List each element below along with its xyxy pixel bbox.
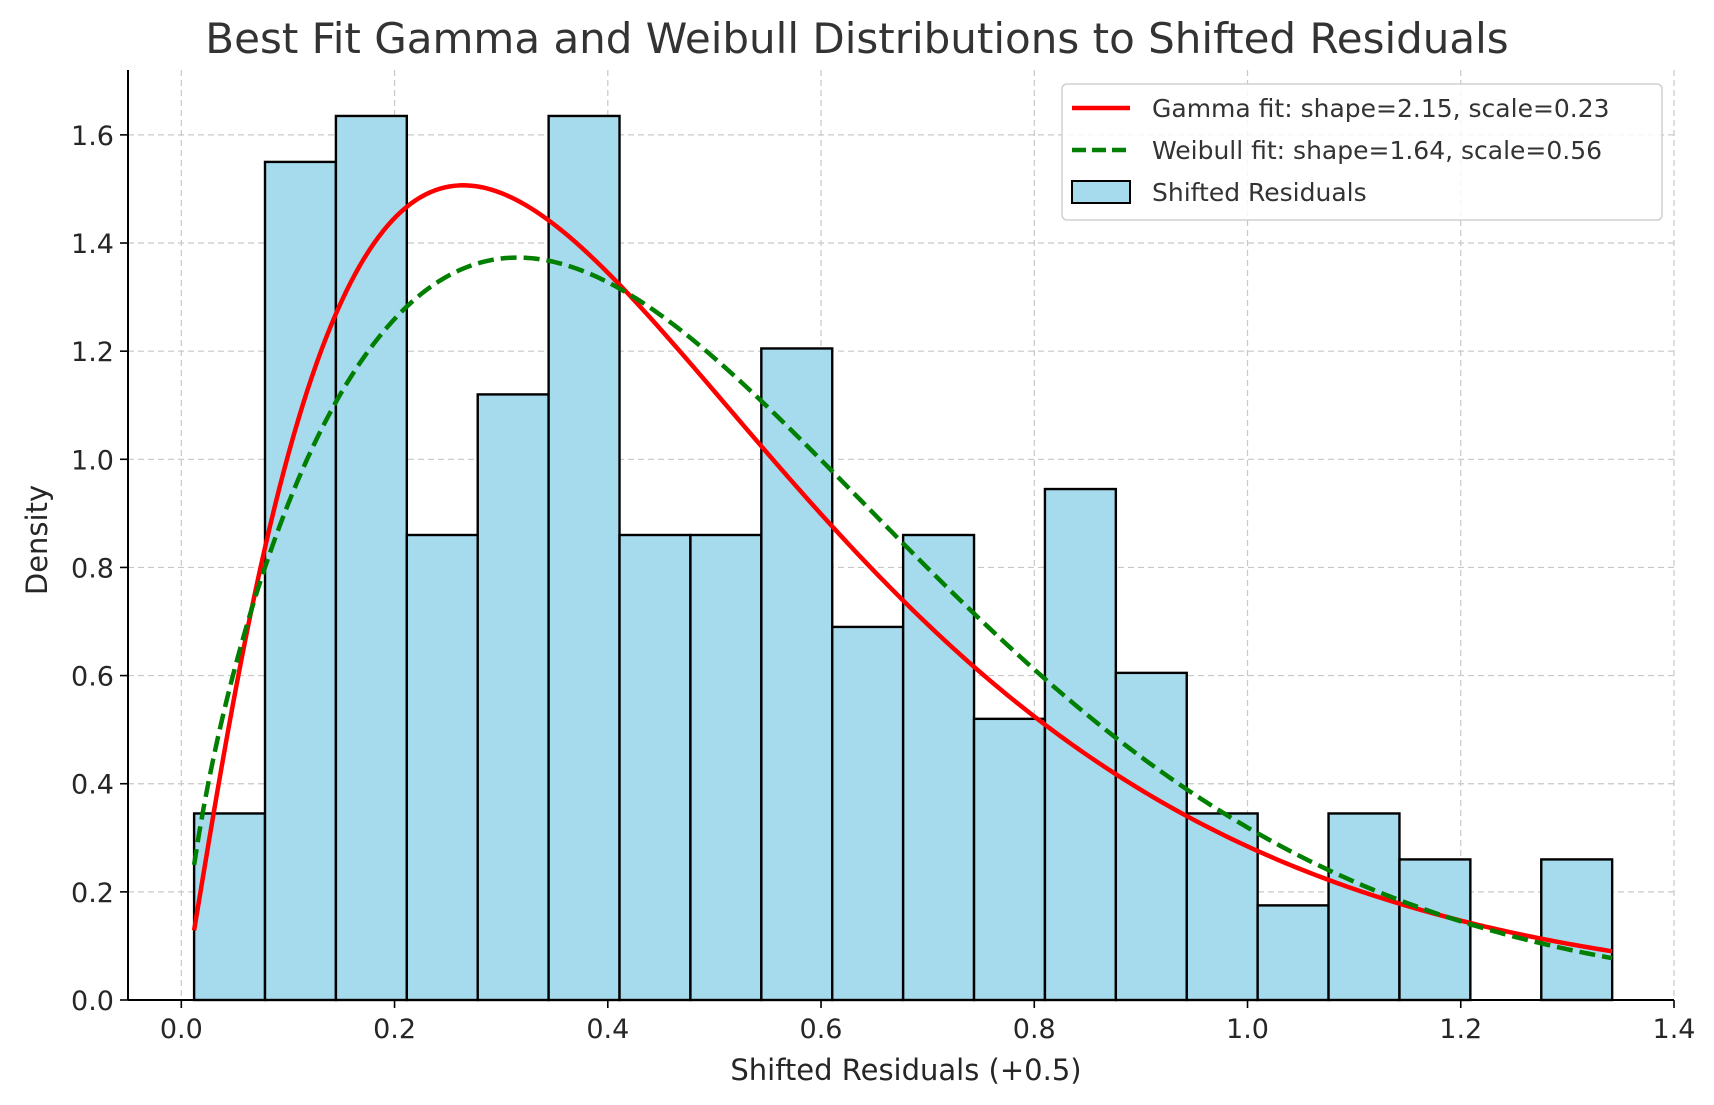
histogram-bars [192, 114, 1614, 1002]
chart-title: Best Fit Gamma and Weibull Distributions… [205, 14, 1508, 63]
weibull-fit-line [191, 255, 1613, 961]
y-tick-label: 0.8 [71, 553, 114, 584]
y-tick-label: 1.2 [71, 337, 114, 368]
histogram-bar [476, 393, 550, 1002]
x-tick-label: 1.4 [1653, 1014, 1696, 1045]
y-tick-label: 0.6 [71, 662, 114, 693]
fit-curves [191, 183, 1613, 961]
histogram-bar [1043, 487, 1118, 1002]
gamma-fit-line [191, 183, 1613, 954]
x-tick-label: 0.2 [373, 1014, 416, 1045]
x-tick-label: 0.0 [160, 1014, 203, 1045]
y-axis-label: Density [20, 485, 54, 595]
legend-box [1061, 83, 1663, 221]
histogram-bar [760, 347, 834, 1002]
legend-label-histogram: Shifted Residuals [1152, 178, 1367, 207]
x-tick-label: 0.8 [1013, 1014, 1056, 1045]
x-tick-label: 0.4 [586, 1014, 629, 1045]
histogram-bar [263, 160, 338, 1002]
histogram-bar [405, 533, 479, 1002]
histogram-bar [689, 533, 763, 1002]
histogram-bar [334, 114, 409, 1002]
x-tick-label: 1.0 [1226, 1014, 1269, 1045]
histogram-bar [618, 533, 692, 1002]
y-tick-label: 1.6 [71, 121, 114, 152]
histogram-bar [901, 533, 976, 1002]
y-tick-label: 1.4 [71, 229, 114, 260]
histogram-bar [1540, 858, 1614, 1002]
x-tick-label: 0.6 [800, 1014, 843, 1045]
legend-swatch-histogram [1071, 180, 1131, 204]
histogram-bar [972, 717, 1047, 1002]
histogram-bar [1327, 812, 1401, 1002]
y-ticks: 0.0 0.2 0.4 0.6 0.8 1.0 1.2 1.4 1.6 [71, 121, 128, 1017]
y-tick-label: 1.0 [71, 445, 114, 476]
histogram-bar [192, 812, 267, 1002]
y-tick-label: 0.4 [71, 770, 114, 801]
x-tick-label: 1.2 [1439, 1014, 1482, 1045]
legend-label-gamma: Gamma fit: shape=2.15, scale=0.23 [1152, 94, 1610, 123]
axes [127, 70, 1674, 1001]
y-tick-label: 0.2 [71, 878, 114, 909]
histogram-bar [1398, 858, 1472, 1002]
x-axis-label: Shifted Residuals (+0.5) [730, 1053, 1081, 1087]
histogram-bar [1256, 904, 1330, 1002]
legend-label-weibull: Weibull fit: shape=1.64, scale=0.56 [1152, 136, 1602, 165]
x-ticks: 0.0 0.2 0.4 0.6 0.8 1.0 1.2 1.4 [160, 1000, 1696, 1045]
histogram-bar [1185, 812, 1259, 1002]
histogram-bar [831, 625, 905, 1002]
legend: Gamma fit: shape=2.15, scale=0.23 Weibull… [1061, 83, 1663, 221]
histogram-bar [1114, 671, 1188, 1002]
y-tick-label: 0.0 [71, 986, 114, 1017]
